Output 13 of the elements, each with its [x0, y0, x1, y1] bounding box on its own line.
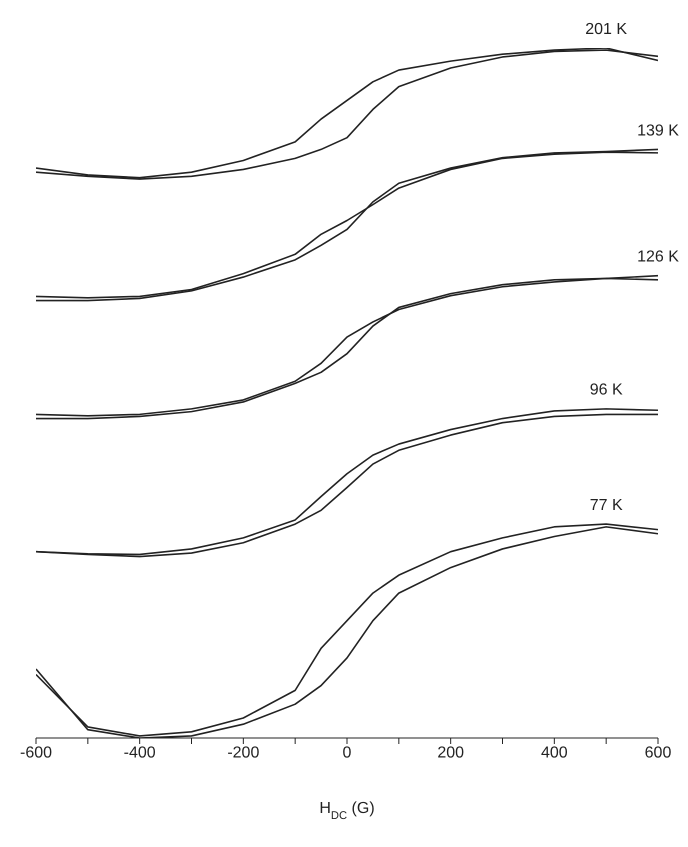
x-tick-label: 400 [540, 744, 568, 762]
x-tick-label: 0 [342, 744, 352, 762]
x-tick-label: -400 [124, 744, 156, 762]
x-tick-label: -200 [227, 744, 260, 762]
series-label: 126 K [637, 248, 680, 266]
x-tick-label: 200 [437, 744, 464, 762]
series-label: 96 K [590, 381, 623, 398]
x-tick-label: 600 [644, 744, 672, 762]
series-label: 139 K [637, 122, 680, 140]
series-label: 201 K [585, 20, 628, 38]
x-tick-label: -600 [20, 744, 52, 762]
x-axis-title: H$_{DC}$ (G) [319, 800, 375, 822]
series-label: 77 K [590, 496, 623, 514]
